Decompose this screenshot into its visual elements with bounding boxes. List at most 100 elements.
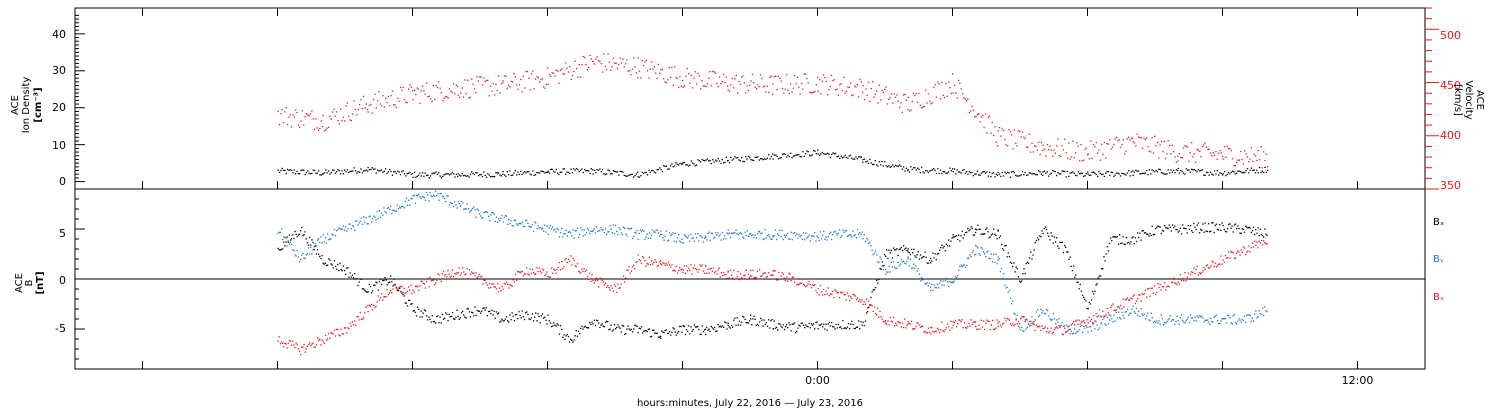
density-point [1088,174,1091,177]
bx-point [283,241,285,243]
bz-point [820,291,823,293]
by-point [553,229,555,231]
by-point [464,208,466,210]
density-point [1175,169,1177,171]
velocity-point [863,98,866,101]
bz-point [886,323,888,325]
by-point [499,220,501,222]
bx-point [957,238,959,241]
bz-point [760,275,762,277]
bx-point [1079,283,1081,285]
by-point [818,239,820,242]
velocity-point [702,85,704,87]
bz-point [1027,323,1030,325]
density-point [820,153,822,155]
bz-point [489,282,491,285]
by-point [837,232,839,235]
by-point [424,199,427,201]
bz-point [1032,323,1034,325]
by-point [931,283,933,285]
velocity-point [569,66,571,68]
velocity-point [630,74,632,76]
by-point [654,231,656,233]
bz-point [1089,320,1092,322]
density-point [730,156,732,158]
bx-point [399,287,401,290]
by-point [845,229,847,232]
density-point [1054,171,1056,173]
velocity-point [1091,157,1093,160]
bx-point [1115,236,1117,238]
density-point [983,171,985,173]
velocity-point [438,81,440,83]
density-point [1205,171,1208,174]
by-point [895,267,897,269]
velocity-point [1087,153,1089,155]
velocity-point [1001,128,1003,130]
velocity-point [618,63,620,66]
bz-point [728,277,730,279]
bz-point [296,344,298,346]
bz-point [643,257,645,259]
bz-point [1209,267,1211,269]
bz-point [917,322,919,324]
by-point [743,237,745,239]
by-point [708,231,710,233]
by-point [1167,319,1169,321]
velocity-point [1174,156,1176,158]
by-point [1135,307,1138,309]
velocity-point [288,116,290,118]
by-point [1039,314,1041,316]
bz-point [630,270,633,272]
bz-point [432,279,435,281]
bz-point [374,306,376,308]
bx-point [460,312,463,314]
bx-point [816,321,818,323]
density-point [858,156,860,158]
bx-point [949,245,951,247]
bz-point [786,276,788,278]
bz-point [388,292,391,294]
by-point [484,211,486,213]
density-point [848,155,850,157]
velocity-point [994,126,996,128]
bz-point [1051,333,1053,335]
bz-point [681,268,683,270]
velocity-point [346,102,349,104]
by-point [1066,324,1068,326]
bz-point [1138,294,1140,296]
velocity-point [600,63,602,65]
b-legend: Bₓ Bᵧ Bₓ [1433,217,1444,303]
velocity-point [563,73,565,75]
by-point [305,254,307,256]
velocity-point [734,78,736,80]
velocity-point [313,128,316,130]
by-point [890,261,892,264]
velocity-point [468,97,470,99]
by-point [282,238,284,241]
bz-point [1106,307,1108,310]
density-point [1197,169,1199,171]
bx-point [1225,231,1228,233]
bz-point [642,255,644,258]
by-point [840,236,842,238]
by-point [1123,317,1125,319]
by-point [1020,329,1022,331]
velocity-point [916,101,919,103]
by-point [382,214,384,216]
by-point [361,223,364,226]
bx-point [562,336,564,338]
by-point [386,207,388,209]
by-point [941,284,943,286]
by-point [912,267,914,269]
density-point [596,169,598,171]
velocity-point [878,84,880,86]
bz-point [300,354,302,356]
by-point [1065,332,1067,334]
by-point [1096,324,1098,326]
bx-point [931,260,933,262]
density-point [634,175,636,177]
bz-point [705,265,707,267]
velocity-point [1264,160,1266,162]
bz-point [508,287,510,289]
